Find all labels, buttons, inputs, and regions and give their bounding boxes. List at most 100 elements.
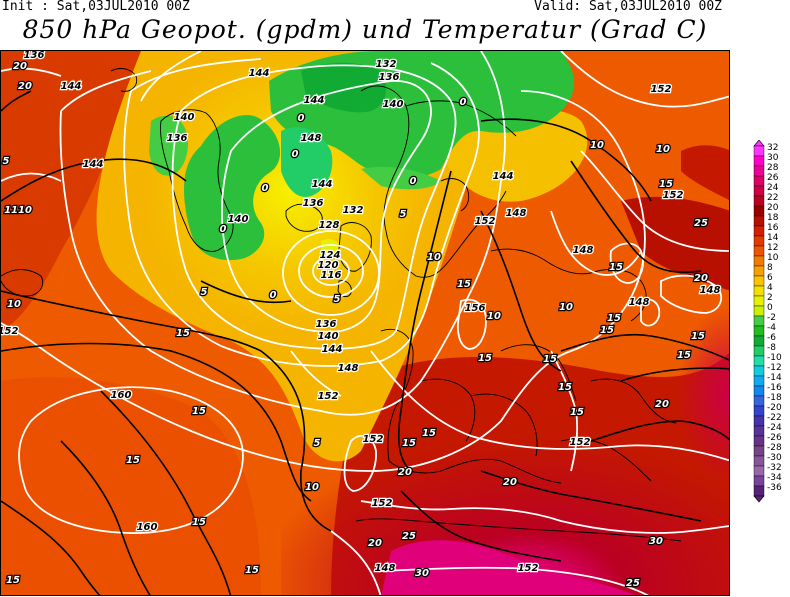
temperature-label: 25 xyxy=(626,578,640,589)
temperature-label: 15 xyxy=(6,575,20,586)
legend-level-label: 8 xyxy=(767,263,773,273)
legend-swatch xyxy=(753,475,765,487)
legend-swatch xyxy=(753,375,765,387)
cold-green-west xyxy=(149,115,188,176)
temperature-label: 15 xyxy=(245,565,259,576)
geopotential-label: 144 xyxy=(322,344,343,355)
geopotential-label: 144 xyxy=(83,159,104,170)
legend-level-label: -22 xyxy=(767,413,782,423)
valid-time-label: Valid: Sat,03JUL2010 00Z xyxy=(534,0,722,14)
legend-swatch xyxy=(753,405,765,417)
legend-swatch xyxy=(753,285,765,297)
geopotential-label: 124 xyxy=(320,250,341,261)
temperature-label: 0 xyxy=(460,97,467,108)
temperature-label: 20 xyxy=(368,538,382,549)
legend-level-label: 14 xyxy=(767,233,779,243)
legend-level-label: -12 xyxy=(767,363,782,373)
legend-level-label: -26 xyxy=(767,433,782,443)
geopotential-label: 132 xyxy=(376,59,397,70)
legend-level-label: -18 xyxy=(767,393,782,403)
legend-level-label: 26 xyxy=(767,173,779,183)
geopotential-contours xyxy=(1,51,729,595)
legend-swatch xyxy=(753,355,765,367)
isotherm-contours xyxy=(1,90,729,595)
temperature-label: 15 xyxy=(570,407,584,418)
geopotential-label: 148 xyxy=(375,563,396,574)
legend-level-label: -28 xyxy=(767,443,782,453)
temperature-label: 0 xyxy=(262,183,269,194)
legend-swatch xyxy=(753,225,765,237)
geopotential-label: 136 xyxy=(303,198,324,209)
legend-swatch xyxy=(753,215,765,227)
temperature-label: 0 xyxy=(292,149,299,160)
legend-level-label: -8 xyxy=(767,343,776,353)
temperature-label: 5 xyxy=(3,156,10,167)
legend-swatch xyxy=(753,445,765,457)
legend-level-label: -30 xyxy=(767,453,782,463)
geopotential-label: 144 xyxy=(493,171,514,182)
geopotential-label: 160 xyxy=(111,390,132,401)
temperature-label: 5 xyxy=(201,287,208,298)
legend-level-label: 6 xyxy=(767,273,773,283)
geopotential-labels: 144 144 132 136 140 144 140 152 136 148 144 144 136 1… xyxy=(1,51,722,575)
legend-swatch xyxy=(753,155,765,167)
geopotential-label: 136 xyxy=(379,72,400,83)
legend-swatch xyxy=(753,265,765,277)
legend-level-label: 16 xyxy=(767,223,779,233)
legend-swatch xyxy=(753,255,765,267)
chart-title: 850 hPa Geopot. (gpdm) und Temperatur (G… xyxy=(22,15,708,44)
legend-swatch xyxy=(753,295,765,307)
legend-swatch xyxy=(753,425,765,437)
legend-top-arrow xyxy=(753,140,765,147)
legend-swatch xyxy=(753,235,765,247)
temperature-label: 0 xyxy=(410,176,417,187)
legend-swatch xyxy=(753,325,765,337)
geopotential-label: 120 xyxy=(318,260,339,271)
temperature-label: 15 xyxy=(126,455,140,466)
legend-swatch xyxy=(753,485,765,497)
temperature-label: 20 xyxy=(18,81,32,92)
legend-level-label: 18 xyxy=(767,213,779,223)
temperature-label: 20 xyxy=(655,399,669,410)
geopotential-label: 148 xyxy=(338,363,359,374)
temperature-label: 20 xyxy=(13,61,27,72)
temperature-label: 10 xyxy=(656,144,670,155)
legend-level-label: 4 xyxy=(767,283,773,293)
geopotential-label: 160 xyxy=(137,522,158,533)
hot-northeast xyxy=(621,196,729,291)
temperature-label: 10 xyxy=(487,311,501,322)
legend-level-label: 12 xyxy=(767,243,778,253)
legend-swatch xyxy=(753,165,765,177)
geopotential-label: 144 xyxy=(312,179,333,190)
legend-swatch xyxy=(753,195,765,207)
geopotential-label: 148 xyxy=(629,297,650,308)
temperature-label: 5 xyxy=(334,294,341,305)
geopotential-label: 116 xyxy=(321,270,342,281)
temperature-label: 15 xyxy=(457,279,471,290)
geopotential-label: 140 xyxy=(174,112,195,123)
cold-green-small xyxy=(321,239,340,259)
geopotential-label: 136 xyxy=(24,51,45,61)
legend-swatch xyxy=(753,435,765,447)
geopotential-label: 152 xyxy=(318,391,339,402)
geopotential-label: 144 xyxy=(304,95,325,106)
legend-level-label: 28 xyxy=(767,163,779,173)
temperature-label: 25 xyxy=(694,218,708,229)
legend-swatch xyxy=(753,455,765,467)
geopotential-label: 136 xyxy=(167,133,188,144)
cold-green-core xyxy=(301,62,387,113)
legend-swatch xyxy=(753,275,765,287)
temperature-label: 10 xyxy=(559,302,573,313)
geopotential-label: 140 xyxy=(228,214,249,225)
map-canvas: 144 144 132 136 140 144 140 152 136 148 144 144 136 1… xyxy=(1,51,729,595)
temperature-label: 30 xyxy=(649,536,663,547)
temperature-label: 10 xyxy=(590,140,604,151)
init-time-label: Init : Sat,03JUL2010 00Z xyxy=(2,0,190,14)
legend-swatch xyxy=(753,305,765,317)
geopotential-label: 152 xyxy=(570,437,591,448)
geopotential-label: 132 xyxy=(343,205,364,216)
temperature-label: 5 xyxy=(314,438,321,449)
geopotential-label: 148 xyxy=(506,208,527,219)
geopotential-label: 148 xyxy=(573,245,594,256)
